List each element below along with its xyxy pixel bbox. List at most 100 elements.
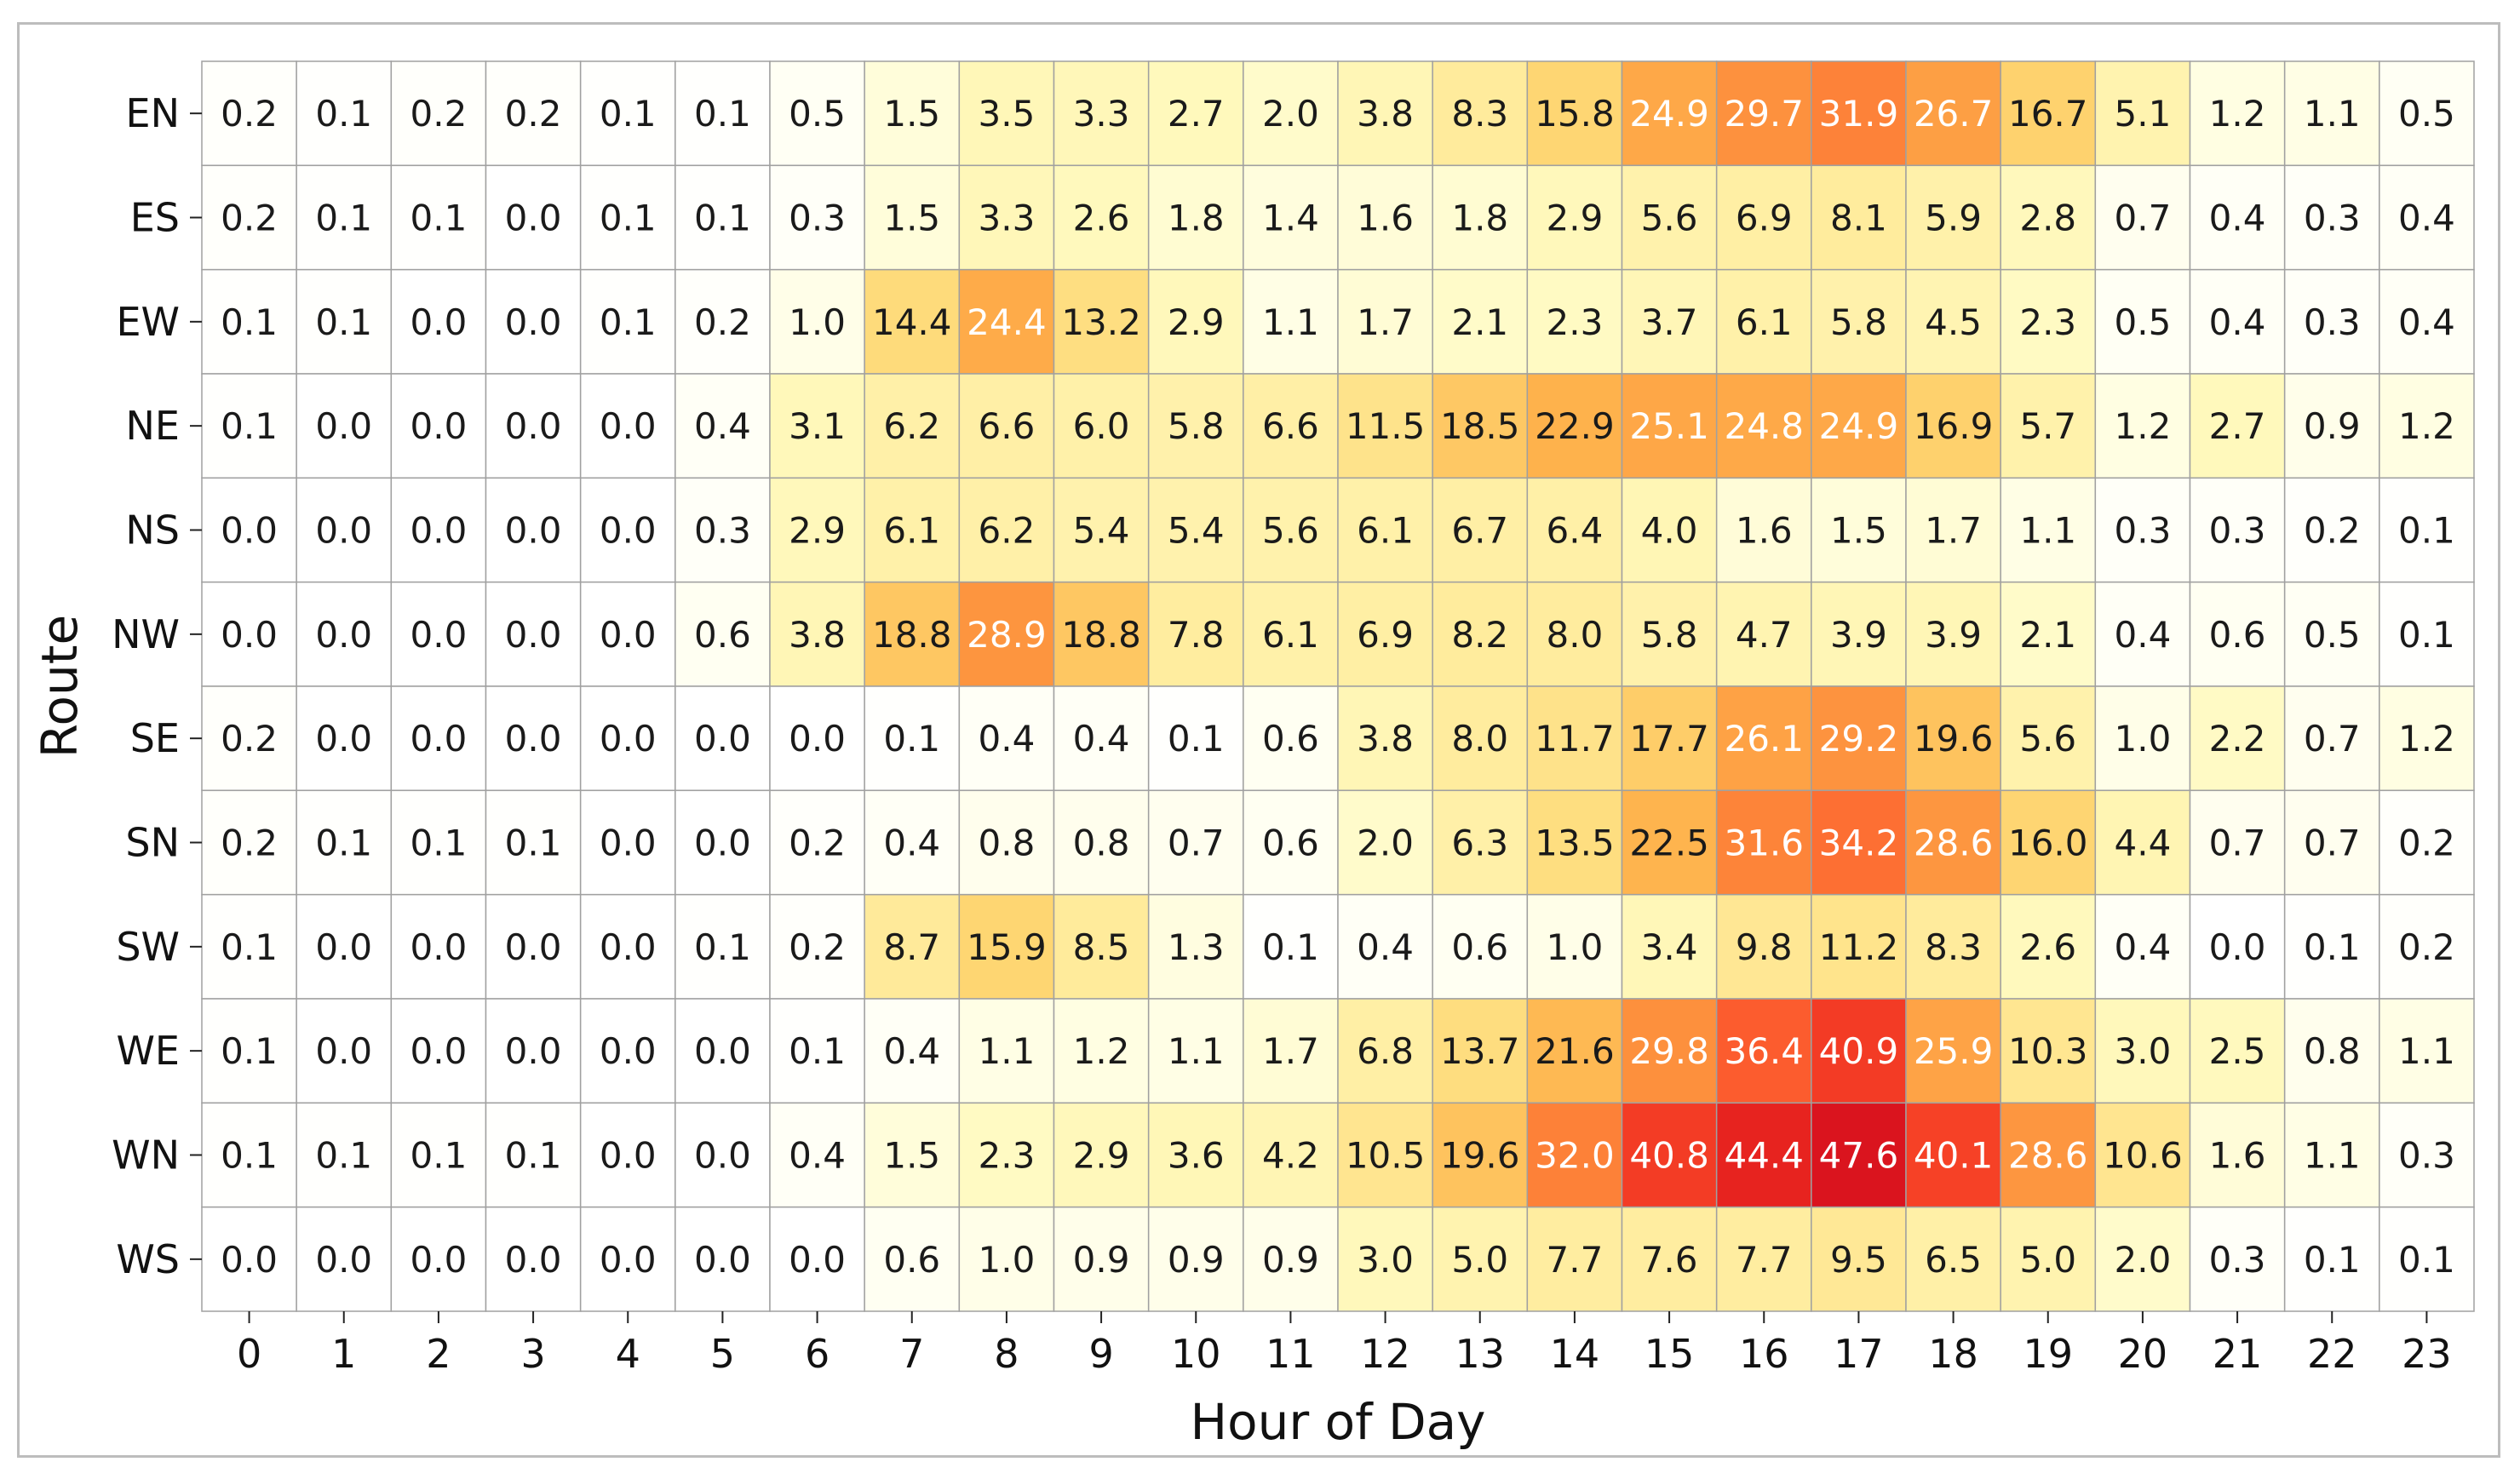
heatmap-cell-WE-22 xyxy=(2283,998,2380,1104)
heatmap-cell-WE-4 xyxy=(579,998,676,1104)
cell-value-NW-13: 8.2 xyxy=(1451,614,1508,656)
cell-value-ES-4: 0.1 xyxy=(600,198,657,239)
cell-value-NS-2: 0.0 xyxy=(410,510,468,552)
cell-value-WE-0: 0.1 xyxy=(221,1030,278,1072)
cell-value-ES-23: 0.4 xyxy=(2398,198,2455,239)
cell-value-ES-19: 2.8 xyxy=(2019,198,2076,239)
cell-value-NW-21: 0.6 xyxy=(2209,614,2266,656)
cell-value-SN-16: 31.6 xyxy=(1724,823,1804,864)
cell-value-SE-19: 5.6 xyxy=(2019,718,2076,760)
cell-value-ES-22: 0.3 xyxy=(2304,198,2361,239)
x-tick-label-15: 15 xyxy=(1645,1331,1695,1377)
cell-value-SW-21: 0.0 xyxy=(2209,926,2266,968)
heatmap-cell-WE-10 xyxy=(1147,998,1244,1104)
heatmap-cell-ES-12 xyxy=(1337,164,1433,271)
cell-value-ES-16: 6.9 xyxy=(1736,198,1793,239)
cell-value-NW-15: 5.8 xyxy=(1641,614,1698,656)
cell-value-EW-15: 3.7 xyxy=(1641,301,1698,343)
cell-value-NW-18: 3.9 xyxy=(1925,614,1982,656)
x-tick-label-9: 9 xyxy=(1088,1331,1113,1377)
cell-value-EW-19: 2.3 xyxy=(2019,301,2076,343)
heatmap-cell-WS-2 xyxy=(390,1206,487,1312)
cell-value-NW-19: 2.1 xyxy=(2019,614,2076,656)
cell-value-SE-14: 11.7 xyxy=(1535,718,1615,760)
cell-value-SE-2: 0.0 xyxy=(410,718,468,760)
heatmap-cell-WE-21 xyxy=(2189,998,2286,1104)
heatmap-cell-NE-22 xyxy=(2283,373,2380,479)
cell-value-SE-22: 0.7 xyxy=(2304,718,2361,760)
heatmap-cell-SW-16 xyxy=(1715,893,1812,1000)
heatmap-cell-EN-14 xyxy=(1526,60,1623,167)
cell-value-WS-11: 0.9 xyxy=(1262,1239,1319,1281)
cell-value-NS-9: 5.4 xyxy=(1073,510,1130,552)
cell-value-ES-18: 5.9 xyxy=(1925,198,1982,239)
heatmap-cell-ES-17 xyxy=(1811,164,1907,271)
heatmap-cell-NS-17 xyxy=(1811,477,1907,583)
heatmap-cell-WE-23 xyxy=(2379,998,2475,1104)
heatmap-cell-EN-20 xyxy=(2094,60,2191,167)
heatmap-cell-WE-0 xyxy=(201,998,297,1104)
cell-value-SW-19: 2.6 xyxy=(2019,926,2076,968)
cell-value-NE-9: 6.0 xyxy=(1073,405,1130,447)
cell-value-NW-14: 8.0 xyxy=(1547,614,1604,656)
cell-value-SN-0: 0.2 xyxy=(221,823,278,864)
cell-value-SW-15: 3.4 xyxy=(1641,926,1698,968)
heatmap-cell-WE-9 xyxy=(1053,998,1150,1104)
cell-value-WS-6: 0.0 xyxy=(789,1239,846,1281)
cell-value-WE-19: 10.3 xyxy=(2008,1030,2088,1072)
cell-value-SW-1: 0.0 xyxy=(315,926,372,968)
heatmap-cell-SE-9 xyxy=(1053,685,1150,792)
heatmap-cell-EW-5 xyxy=(674,268,771,375)
heatmap-cell-EN-8 xyxy=(958,60,1055,167)
cell-value-WS-2: 0.0 xyxy=(410,1239,468,1281)
y-tick-label-NS: NS xyxy=(125,507,180,553)
heatmap-cell-ES-20 xyxy=(2094,164,2191,271)
cell-value-SW-5: 0.1 xyxy=(694,926,751,968)
cell-value-NW-4: 0.0 xyxy=(600,614,657,656)
cell-value-WN-20: 10.6 xyxy=(2103,1135,2183,1177)
cell-value-SE-0: 0.2 xyxy=(221,718,278,760)
cell-value-EN-8: 3.5 xyxy=(979,93,1036,135)
cell-value-SN-15: 22.5 xyxy=(1629,823,1709,864)
cell-value-EN-23: 0.5 xyxy=(2398,93,2455,135)
heatmap-cell-NE-4 xyxy=(579,373,676,479)
cell-value-EN-2: 0.2 xyxy=(410,93,468,135)
cell-value-WS-17: 9.5 xyxy=(1830,1239,1887,1281)
heatmap-cell-EN-12 xyxy=(1337,60,1433,167)
cell-value-NS-0: 0.0 xyxy=(221,510,278,552)
cell-value-WE-10: 1.1 xyxy=(1168,1030,1225,1072)
cell-value-EN-17: 31.9 xyxy=(1819,93,1899,135)
heatmap-cell-NS-10 xyxy=(1147,477,1244,583)
cell-value-EW-22: 0.3 xyxy=(2304,301,2361,343)
heatmap-cell-NS-23 xyxy=(2379,477,2475,583)
cell-value-ES-0: 0.2 xyxy=(221,198,278,239)
heatmap-cell-ES-9 xyxy=(1053,164,1150,271)
cell-value-SN-2: 0.1 xyxy=(410,823,468,864)
heatmap-cell-SE-17 xyxy=(1811,685,1907,792)
x-tick-label-3: 3 xyxy=(520,1331,545,1377)
cell-value-NS-8: 6.2 xyxy=(979,510,1036,552)
heatmap-cell-NW-3 xyxy=(485,581,582,687)
cell-value-EN-1: 0.1 xyxy=(315,93,372,135)
heatmap-cell-EW-4 xyxy=(579,268,676,375)
x-tick-label-18: 18 xyxy=(1928,1331,1978,1377)
heatmap-cell-EN-0 xyxy=(201,60,297,167)
cell-value-WN-13: 19.6 xyxy=(1440,1135,1520,1177)
heatmap-cell-NW-9 xyxy=(1053,581,1150,687)
cell-value-WS-8: 1.0 xyxy=(979,1239,1036,1281)
cell-value-NW-8: 28.9 xyxy=(967,614,1047,656)
cell-value-SW-9: 8.5 xyxy=(1073,926,1130,968)
heatmap-cell-SW-0 xyxy=(201,893,297,1000)
heatmap-cell-WN-18 xyxy=(1905,1102,2001,1208)
cell-value-EN-22: 1.1 xyxy=(2304,93,2361,135)
heatmap-cell-WE-11 xyxy=(1243,998,1339,1104)
cell-value-WN-3: 0.1 xyxy=(505,1135,562,1177)
heatmap-cell-WE-18 xyxy=(1905,998,2001,1104)
cell-value-WE-12: 6.8 xyxy=(1357,1030,1414,1072)
cell-value-ES-20: 0.7 xyxy=(2115,198,2172,239)
heatmap-cell-SE-16 xyxy=(1715,685,1812,792)
cell-value-SW-12: 0.4 xyxy=(1357,926,1414,968)
heatmap-cell-EN-16 xyxy=(1715,60,1812,167)
cell-value-SN-14: 13.5 xyxy=(1535,823,1615,864)
heatmap-cell-WN-21 xyxy=(2189,1102,2286,1208)
